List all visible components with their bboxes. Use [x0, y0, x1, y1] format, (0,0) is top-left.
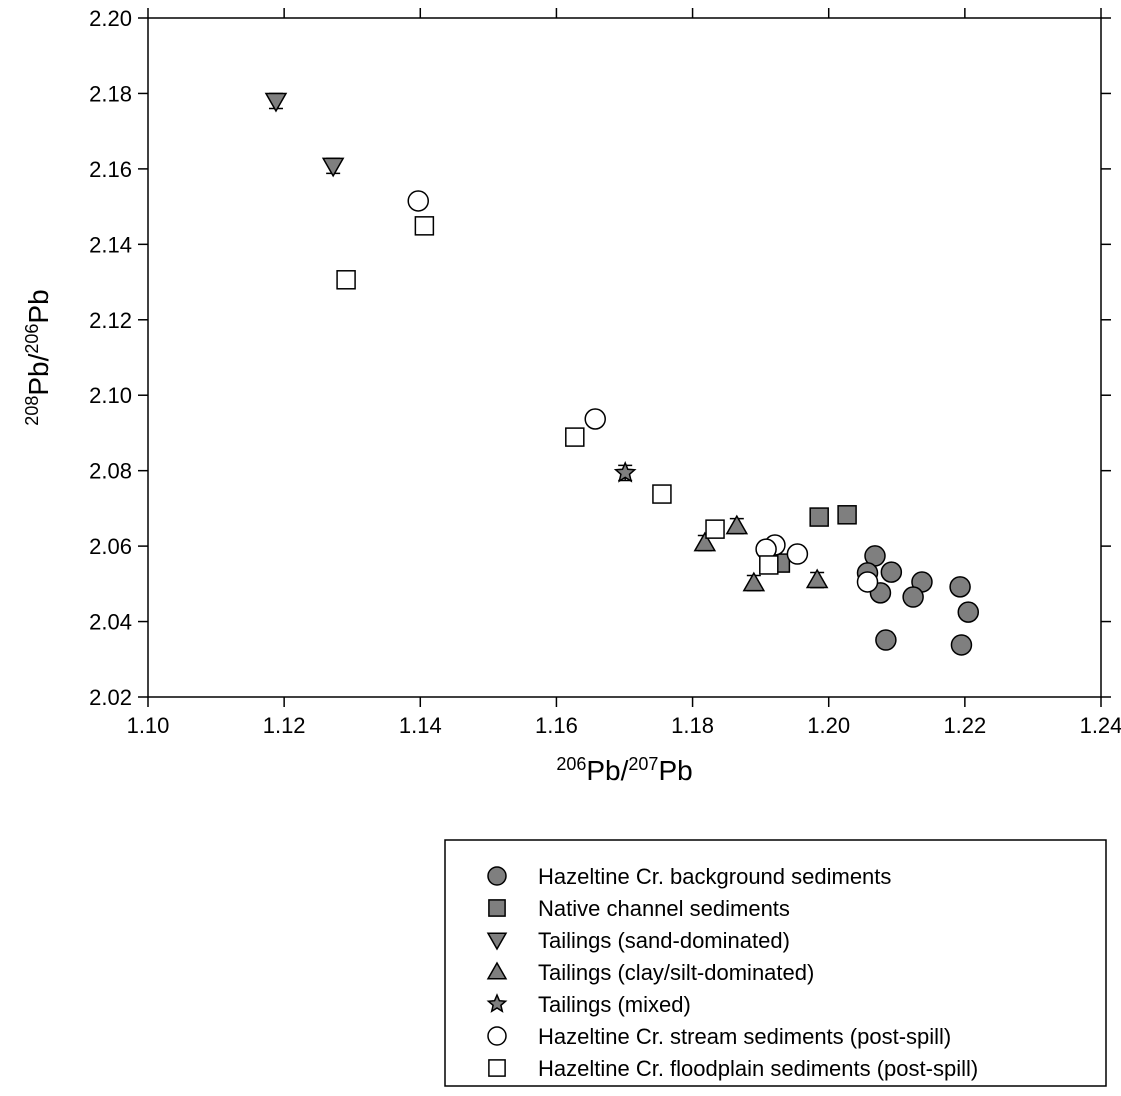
xlabel-part: 207: [628, 754, 658, 774]
point: [837, 505, 857, 525]
x-tick-label: 1.12: [263, 713, 306, 738]
y-tick-label: 2.14: [89, 232, 132, 257]
x-tick-label: 1.16: [535, 713, 578, 738]
point: [875, 629, 897, 651]
point: [321, 157, 345, 178]
point: [565, 427, 585, 447]
point: [725, 514, 749, 535]
point: [856, 571, 879, 593]
y-tick-label: 2.18: [89, 81, 132, 106]
point: [880, 561, 903, 583]
point: [584, 408, 606, 430]
y-tick-label: 2.20: [89, 6, 132, 31]
x-tick-label: 1.10: [127, 713, 170, 738]
legend-label: Tailings (sand-dominated): [538, 928, 790, 953]
x-tick-label: 1.14: [399, 713, 442, 738]
legend-label: Hazeltine Cr. floodplain sediments (post…: [538, 1056, 978, 1081]
point: [693, 531, 717, 552]
xlabel-part: Pb: [658, 755, 692, 786]
point: [414, 216, 435, 236]
point: [742, 571, 766, 592]
legend-marker: [488, 1059, 506, 1077]
ylabel-part: 206: [22, 324, 42, 354]
ylabel-part: Pb: [23, 289, 54, 323]
legend-label: Hazeltine Cr. stream sediments (post-spi…: [538, 1024, 951, 1049]
legend-label: Tailings (clay/silt-dominated): [538, 960, 814, 985]
x-tick-label: 1.20: [807, 713, 850, 738]
x-tick-label: 1.22: [943, 713, 986, 738]
point: [949, 576, 971, 598]
x-tick-label: 1.24: [1080, 713, 1121, 738]
xlabel-part: Pb/: [586, 755, 628, 786]
point: [957, 601, 980, 623]
point: [950, 634, 973, 656]
point: [902, 586, 924, 608]
point: [805, 568, 829, 589]
y-tick-label: 2.08: [89, 459, 132, 484]
legend-marker: [486, 961, 508, 980]
y-tick-label: 2.12: [89, 308, 132, 333]
point: [264, 92, 288, 113]
point: [786, 543, 809, 565]
y-tick-label: 2.06: [89, 534, 132, 559]
point: [652, 484, 672, 504]
y-axis-label: 208Pb/206Pb: [22, 289, 54, 425]
legend-marker: [487, 866, 507, 886]
ylabel-part: 208: [22, 396, 42, 426]
y-tick-label: 2.16: [89, 157, 132, 182]
y-tick-label: 2.10: [89, 383, 132, 408]
point: [613, 460, 637, 483]
xlabel-part: 206: [556, 754, 586, 774]
legend-marker: [486, 993, 508, 1013]
point: [759, 555, 779, 575]
x-axis-label: 206Pb/207Pb: [556, 754, 692, 786]
point: [336, 270, 356, 290]
legend-marker: [487, 1026, 507, 1046]
point: [809, 507, 829, 527]
legend-marker: [486, 932, 508, 951]
legend-box: [444, 839, 1107, 1087]
legend-marker: [488, 899, 506, 917]
point: [407, 190, 429, 212]
x-tick-label: 1.18: [671, 713, 714, 738]
point: [705, 519, 725, 539]
legend-label: Native channel sediments: [538, 896, 790, 921]
legend-label: Tailings (mixed): [538, 992, 691, 1017]
plot-frame: [147, 17, 1102, 698]
ylabel-part: Pb/: [23, 353, 54, 395]
legend-label: Hazeltine Cr. background sediments: [538, 864, 891, 889]
y-tick-label: 2.04: [89, 610, 132, 635]
y-tick-label: 2.02: [89, 685, 132, 710]
